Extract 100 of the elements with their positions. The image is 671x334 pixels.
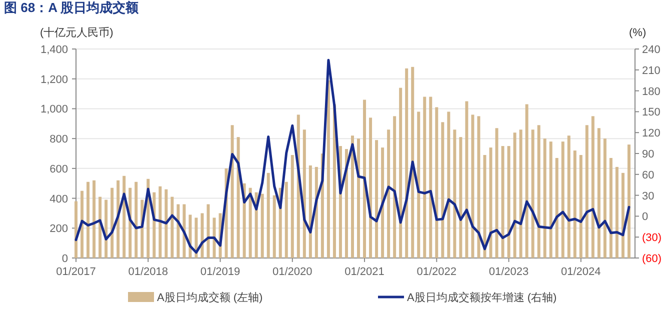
- x-tick-label: 01/2017: [56, 266, 96, 278]
- bar: [357, 138, 360, 258]
- x-tick-label: 01/2023: [488, 266, 529, 278]
- bar: [507, 146, 510, 258]
- bar: [513, 132, 516, 258]
- y2-tick-label: (30): [642, 232, 662, 244]
- bar: [543, 138, 546, 258]
- bar: [405, 68, 408, 258]
- chart-title: 图 68：A 股日均成交额: [4, 0, 140, 15]
- bar: [350, 136, 354, 258]
- bar: [537, 125, 540, 258]
- bar: [483, 154, 486, 258]
- bar: [603, 138, 606, 258]
- bar: [248, 188, 252, 258]
- bar: [399, 88, 402, 258]
- bar: [134, 182, 138, 258]
- bar: [326, 80, 330, 258]
- y-tick-label: 600: [50, 163, 68, 176]
- bar: [393, 116, 396, 258]
- bar: [477, 116, 480, 258]
- bar: [80, 190, 84, 258]
- bar: [555, 158, 558, 258]
- y2-tick-label: 210: [642, 64, 660, 77]
- y-tick-label: 800: [50, 134, 68, 146]
- bar: [429, 96, 432, 258]
- bar: [531, 130, 534, 258]
- bar: [591, 116, 594, 258]
- bar: [110, 188, 114, 258]
- y2-tick-label: 0: [642, 211, 648, 224]
- y2-tick-label: 90: [642, 148, 654, 160]
- bar: [363, 100, 366, 258]
- y2-tick-label: 120: [642, 128, 660, 140]
- y-tick-label: 200: [50, 223, 68, 236]
- bar: [411, 66, 414, 258]
- x-tick-label: 01/2020: [272, 266, 312, 278]
- bar: [441, 122, 444, 258]
- bar: [561, 142, 564, 258]
- bar: [260, 194, 264, 258]
- y-tick-label: 0: [62, 253, 68, 265]
- y2-axis-title: (%): [629, 27, 646, 39]
- bar: [489, 148, 492, 258]
- bar: [236, 137, 240, 258]
- y-tick-label: 1,000: [40, 104, 68, 116]
- bar: [495, 128, 498, 258]
- bar: [381, 148, 384, 258]
- bar: [453, 130, 456, 258]
- y2-tick-label: 60: [642, 169, 654, 182]
- bar: [212, 218, 216, 258]
- bar: [465, 101, 468, 258]
- bar: [597, 128, 600, 258]
- bar: [200, 213, 204, 258]
- bar: [308, 165, 312, 258]
- legend-label: A股日均成交额按年增速 (右轴): [407, 291, 557, 304]
- bar: [272, 195, 276, 258]
- bar: [290, 154, 294, 258]
- bar: [302, 130, 306, 258]
- y-tick-label: 400: [50, 193, 68, 206]
- bar: [74, 201, 78, 258]
- bar: [585, 125, 588, 258]
- bar: [459, 137, 462, 258]
- bar: [567, 136, 570, 258]
- bar: [417, 112, 420, 258]
- bar: [615, 166, 618, 258]
- bar: [284, 182, 288, 258]
- bar: [387, 130, 390, 258]
- bar: [525, 104, 528, 258]
- bar: [423, 96, 426, 258]
- bar: [501, 146, 504, 258]
- bar: [471, 114, 474, 258]
- x-tick-label: 01/2024: [561, 266, 601, 278]
- bar: [375, 140, 378, 258]
- bar: [266, 172, 270, 258]
- line-series: [74, 58, 630, 254]
- bar: [158, 186, 162, 258]
- bar: [369, 118, 372, 258]
- bar: [579, 154, 582, 258]
- bar: [86, 182, 90, 258]
- y-axis-title: (十亿元人民币): [40, 26, 114, 39]
- y2-tick-label: (60): [642, 253, 662, 265]
- y2-tick-label: 150: [642, 106, 660, 119]
- bar: [447, 112, 450, 258]
- bar: [621, 172, 624, 258]
- bar: [609, 158, 612, 258]
- bar: [206, 204, 210, 258]
- bar: [549, 142, 552, 258]
- bar: [230, 125, 234, 258]
- legend-label: A股日均成交额 (左轴): [157, 291, 263, 304]
- bar: [164, 189, 168, 258]
- y-tick-label: 1,400: [40, 44, 68, 56]
- bar: [170, 196, 174, 258]
- x-tick-label: 01/2018: [128, 266, 168, 278]
- y-tick-label: 1,200: [40, 74, 68, 86]
- x-tick-label: 01/2021: [344, 266, 384, 278]
- y2-tick-label: 240: [642, 44, 660, 56]
- y2-tick-label: 180: [642, 86, 660, 98]
- bar: [435, 107, 438, 258]
- bar: [519, 130, 522, 258]
- x-tick-label: 01/2019: [200, 266, 240, 278]
- bar: [194, 218, 198, 258]
- bar: [98, 196, 102, 258]
